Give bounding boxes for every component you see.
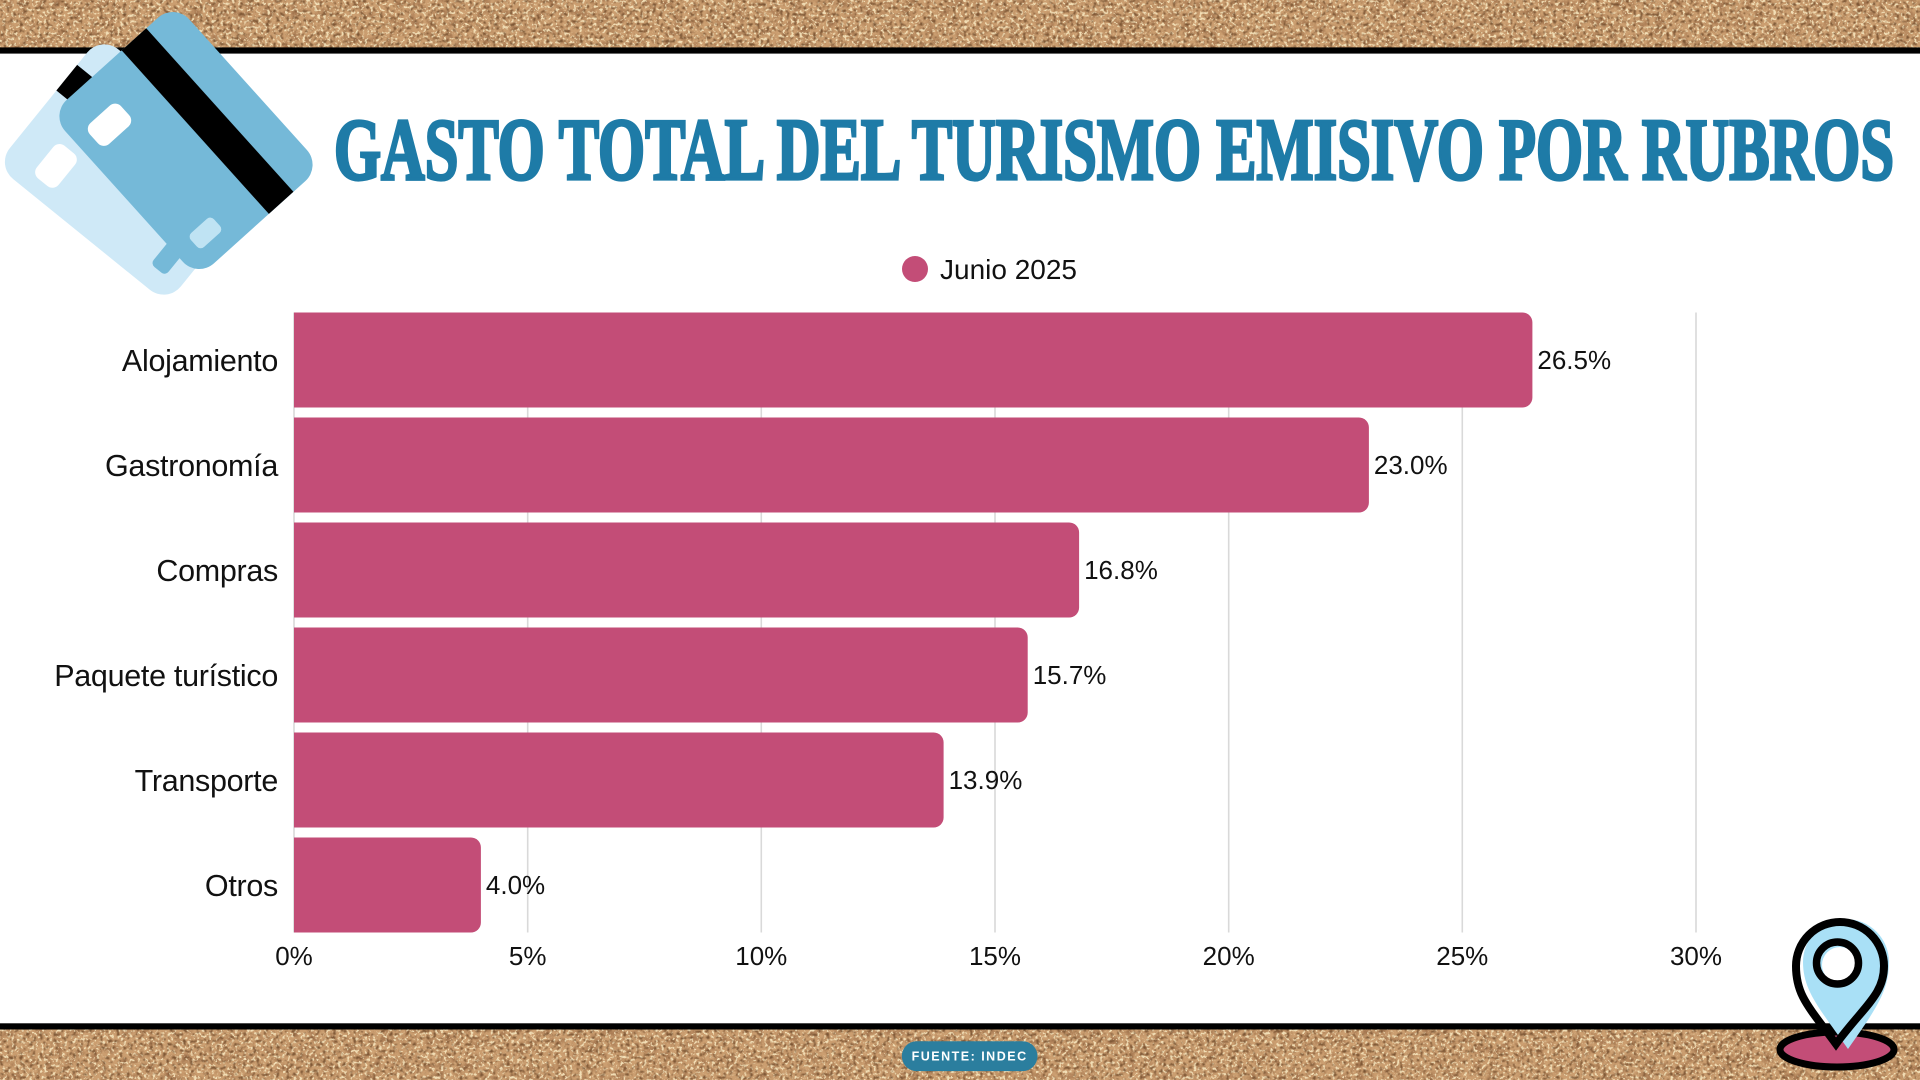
svg-text:26.5%: 26.5% [1537,345,1611,375]
svg-text:0%: 0% [275,941,313,971]
svg-text:20%: 20% [1203,941,1255,971]
svg-text:4.0%: 4.0% [486,870,545,900]
svg-text:Paquete turístico: Paquete turístico [54,659,278,693]
svg-text:Alojamiento: Alojamiento [122,344,278,378]
svg-text:Compras: Compras [156,554,278,588]
svg-text:30%: 30% [1670,941,1722,971]
svg-text:25%: 25% [1436,941,1488,971]
svg-text:15.7%: 15.7% [1033,660,1107,690]
svg-text:Transporte: Transporte [135,764,278,798]
svg-text:13.9%: 13.9% [949,765,1023,795]
svg-text:10%: 10% [735,941,787,971]
svg-text:FUENTE: INDEC: FUENTE: INDEC [912,1050,1028,1064]
svg-text:GASTO TOTAL DEL TURISMO EMISIV: GASTO TOTAL DEL TURISMO EMISIVO POR RUBR… [334,102,1894,199]
svg-text:Junio 2025: Junio 2025 [940,254,1077,285]
svg-text:Otros: Otros [205,869,278,903]
svg-text:23.0%: 23.0% [1374,450,1448,480]
svg-text:16.8%: 16.8% [1084,555,1158,585]
svg-text:5%: 5% [509,941,547,971]
svg-text:Gastronomía: Gastronomía [105,449,278,483]
svg-text:15%: 15% [969,941,1021,971]
